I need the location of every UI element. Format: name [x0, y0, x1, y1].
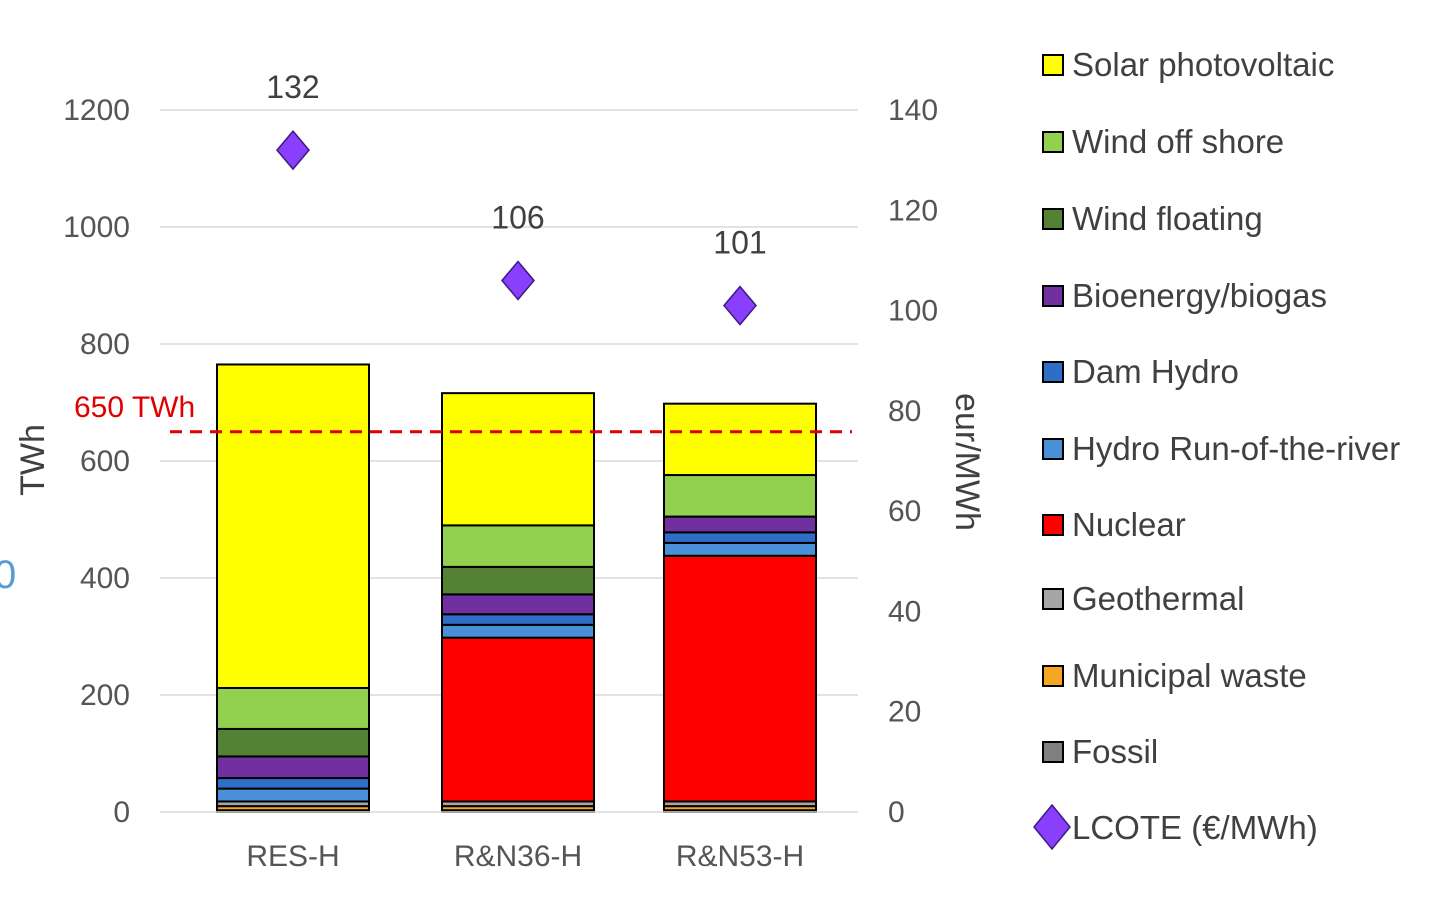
- lcote-marker-res-h: [276, 129, 310, 171]
- bar-segment-nuclear-r-n53-h: [663, 554, 817, 803]
- bar-segment-hydro-run-of-the-river-r-n53-h: [663, 541, 817, 557]
- category-label-r-n36-h: R&N36-H: [454, 840, 582, 873]
- lcote-markers: 132 106 101: [266, 69, 767, 326]
- lcote-value-label-res-h: 132: [266, 69, 319, 105]
- category-label-res-h: RES-H: [246, 840, 339, 873]
- y2-tick-label-40: 40: [888, 595, 921, 628]
- legend-label-nuclear: Nuclear: [1072, 506, 1186, 543]
- bar-segment-bioenergy-biogas-r-n53-h: [663, 515, 817, 534]
- bar-segment-bioenergy-biogas-r-n36-h: [441, 593, 595, 616]
- legend-swatch-solar-photovoltaic: [1042, 54, 1064, 76]
- y2-tick-label-80: 80: [888, 395, 921, 428]
- bar-segment-nuclear-r-n36-h: [441, 636, 595, 803]
- reference-line-group: 650 TWh: [74, 391, 852, 434]
- legend-label-solar-photovoltaic: Solar photovoltaic: [1072, 46, 1334, 83]
- legend-label-municipal-waste: Municipal waste: [1072, 657, 1307, 694]
- bar-segment-hydro-run-of-the-river-r-n36-h: [441, 623, 595, 639]
- legend-label-lcote-mwh: LCOTE (€/MWh): [1072, 809, 1318, 846]
- bar-segment-wind-off-shore-res-h: [216, 686, 370, 730]
- lcote-value-label-r-n36-h: 106: [491, 199, 544, 235]
- y2-tick-label-140: 140: [888, 94, 938, 127]
- bar-segment-wind-floating-res-h: [216, 727, 370, 758]
- legend-label-wind-off-shore: Wind off shore: [1072, 123, 1284, 160]
- y-tick-label-1200: 1200: [63, 94, 130, 127]
- legend-label-bioenergy-biogas: Bioenergy/biogas: [1072, 277, 1327, 314]
- legend-swatch-municipal-waste: [1042, 665, 1064, 687]
- bar-segment-dam-hydro-r-n36-h: [441, 613, 595, 626]
- y-tick-label-1000: 1000: [63, 211, 130, 244]
- legend: Solar photovoltaic Wind off shore Wind flo…: [1033, 46, 1400, 851]
- bar-segment-dam-hydro-res-h: [216, 777, 370, 790]
- legend-swatch-lcote-icon: [1033, 803, 1071, 851]
- legend-swatch-wind-floating: [1042, 208, 1064, 230]
- left-axis-ticks: 0 200 400 600 800 1000 1200: [63, 94, 130, 829]
- bar-segment-solar-photovoltaic-r-n53-h: [663, 402, 817, 477]
- lcote-marker-r-n36-h: [501, 260, 535, 301]
- legend-label-fossil: Fossil: [1072, 733, 1158, 770]
- edge-cut-label: 0: [0, 553, 16, 597]
- legend-swatch-bioenergy-biogas: [1042, 285, 1064, 307]
- y2-tick-label-60: 60: [888, 495, 921, 528]
- y-tick-label-0: 0: [113, 796, 130, 829]
- bar-segment-wind-off-shore-r-n53-h: [663, 474, 817, 518]
- legend-label-hydro-run-of-the-river: Hydro Run-of-the-river: [1072, 430, 1400, 467]
- y-tick-label-400: 400: [80, 562, 130, 595]
- right-axis-ticks: 0 20 40 60 80 100 120 140: [888, 94, 938, 829]
- axis-titles: TWh eur/MWh: [14, 393, 986, 531]
- legend-swatch-fossil: [1042, 741, 1064, 763]
- bar-segment-solar-photovoltaic-res-h: [216, 363, 370, 689]
- legend-label-geothermal: Geothermal: [1072, 580, 1244, 617]
- bar-segment-dam-hydro-r-n53-h: [663, 531, 817, 544]
- lcote-value-label-r-n53-h: 101: [713, 225, 766, 261]
- bar-segment-wind-off-shore-r-n36-h: [441, 524, 595, 568]
- bar-segment-hydro-run-of-the-river-res-h: [216, 787, 370, 803]
- y2-tick-label-0: 0: [888, 796, 905, 829]
- stacked-bars: [216, 363, 817, 813]
- legend-swatch-geothermal: [1042, 588, 1064, 610]
- y-axis-title: TWh: [14, 424, 52, 496]
- legend-swatch-hydro-run-of-the-river: [1042, 438, 1064, 460]
- legend-swatch-dam-hydro: [1042, 361, 1064, 383]
- category-label-r-n53-h: R&N53-H: [676, 840, 804, 873]
- lcote-marker-r-n53-h: [723, 285, 757, 326]
- y-tick-label-800: 800: [80, 328, 130, 361]
- y2-tick-label-120: 120: [888, 194, 938, 227]
- legend-swatch-wind-off-shore: [1042, 131, 1064, 153]
- y-tick-label-600: 600: [80, 445, 130, 478]
- y2-tick-label-100: 100: [888, 295, 938, 328]
- reference-line-label: 650 TWh: [74, 391, 195, 424]
- y-tick-label-200: 200: [80, 679, 130, 712]
- legend-label-wind-floating: Wind floating: [1072, 200, 1263, 237]
- category-labels: RES-H R&N36-H R&N53-H: [246, 840, 804, 873]
- legend-swatch-nuclear: [1042, 514, 1064, 536]
- bar-segment-solar-photovoltaic-r-n36-h: [441, 392, 595, 527]
- y2-tick-label-20: 20: [888, 696, 921, 729]
- y2-axis-title: eur/MWh: [948, 393, 986, 531]
- bar-segment-wind-floating-r-n36-h: [441, 565, 595, 596]
- legend-label-dam-hydro: Dam Hydro: [1072, 353, 1239, 390]
- bar-segment-bioenergy-biogas-res-h: [216, 755, 370, 780]
